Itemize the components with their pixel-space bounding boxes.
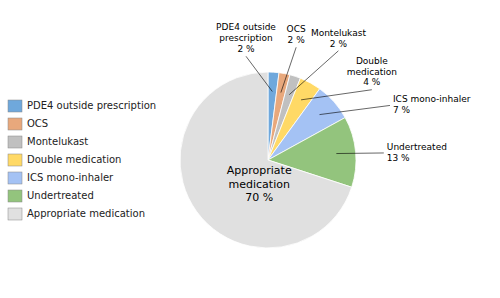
legend-label: ICS mono-inhaler — [27, 172, 114, 183]
slice-label-line: Double — [356, 56, 388, 66]
legend-item: Undertreated — [8, 190, 94, 202]
slice-label-line: prescription — [219, 33, 273, 43]
slice-label: Appropriatemedication70 % — [227, 164, 292, 204]
pie-slice — [180, 72, 352, 248]
chart: PDE4 outsideprescription2 %OCS2 %Montelu… — [0, 0, 500, 298]
legend-swatch — [8, 190, 22, 202]
legend-item: Montelukast — [8, 136, 88, 148]
leader-line — [289, 51, 338, 95]
legend: PDE4 outside prescription OCS Montelukast D… — [8, 100, 156, 220]
legend-swatch — [8, 100, 22, 112]
legend-swatch — [8, 118, 22, 130]
slice-label-line: Appropriate — [227, 164, 292, 177]
leader-line — [319, 105, 389, 114]
slice-label-line: Montelukast — [311, 28, 367, 38]
slice-label-line: 2 % — [330, 39, 348, 49]
legend-item: Double medication — [8, 154, 121, 166]
legend-swatch — [8, 208, 22, 220]
legend-item: PDE4 outside prescription — [8, 100, 156, 112]
leader-line — [336, 152, 383, 154]
leader-line — [281, 47, 296, 92]
leader-line — [301, 90, 372, 100]
slice-label: Montelukast2 % — [311, 28, 367, 49]
slice-labels: PDE4 outsideprescription2 %OCS2 %Montelu… — [216, 22, 471, 204]
slice-label-line: 2 % — [237, 44, 255, 54]
pie — [180, 72, 356, 248]
slice-label: Doublemedication4 % — [347, 56, 397, 88]
legend-label: Undertreated — [27, 190, 94, 201]
legend-swatch — [8, 136, 22, 148]
slice-label: OCS2 % — [287, 24, 306, 45]
slice-label-line: ICS mono-inhaler — [393, 94, 471, 104]
legend-label: Montelukast — [27, 136, 88, 147]
slice-label: Undertreated13 % — [387, 142, 447, 163]
slice-label-line: 7 % — [393, 105, 411, 115]
legend-item: OCS — [8, 118, 48, 130]
legend-swatch — [8, 172, 22, 184]
leader-line — [246, 56, 272, 91]
slice-label: ICS mono-inhaler7 % — [393, 94, 471, 115]
legend-label: OCS — [27, 118, 48, 129]
slice-label-line: 13 % — [387, 153, 410, 163]
legend-swatch — [8, 154, 22, 166]
slice-label-line: OCS — [287, 24, 306, 34]
slice-label-line: medication — [229, 178, 290, 191]
legend-item: ICS mono-inhaler — [8, 172, 114, 184]
legend-label: PDE4 outside prescription — [27, 100, 156, 111]
slice-label-line: Undertreated — [387, 142, 447, 152]
slice-label-line: PDE4 outside — [216, 22, 276, 32]
legend-item: Appropriate medication — [8, 208, 145, 220]
slice-label-line: 2 % — [288, 35, 306, 45]
slice-label-line: 4 % — [363, 77, 381, 87]
slice-label-line: medication — [347, 67, 397, 77]
legend-label: Appropriate medication — [27, 208, 145, 219]
legend-label: Double medication — [27, 154, 121, 165]
slice-label: PDE4 outsideprescription2 % — [216, 22, 276, 54]
slice-label-line: 70 % — [245, 191, 273, 204]
